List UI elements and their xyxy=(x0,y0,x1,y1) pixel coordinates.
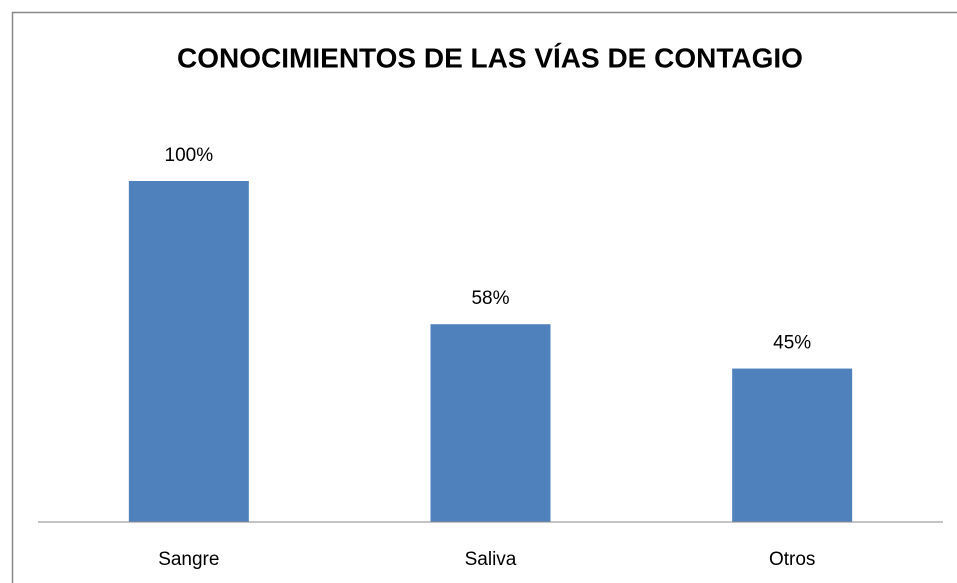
bar xyxy=(128,181,249,522)
bar xyxy=(732,368,853,522)
data-label: 58% xyxy=(471,288,509,309)
data-label: 100% xyxy=(165,145,214,166)
x-tick-label: Otros xyxy=(769,549,815,570)
chart-title: CONOCIMIENTOS DE LAS VÍAS DE CONTAGIO xyxy=(177,42,803,73)
x-tick-label: Sangre xyxy=(158,549,219,570)
bar xyxy=(430,324,551,522)
data-label: 45% xyxy=(773,333,811,354)
x-tick-label: Saliva xyxy=(465,549,517,570)
